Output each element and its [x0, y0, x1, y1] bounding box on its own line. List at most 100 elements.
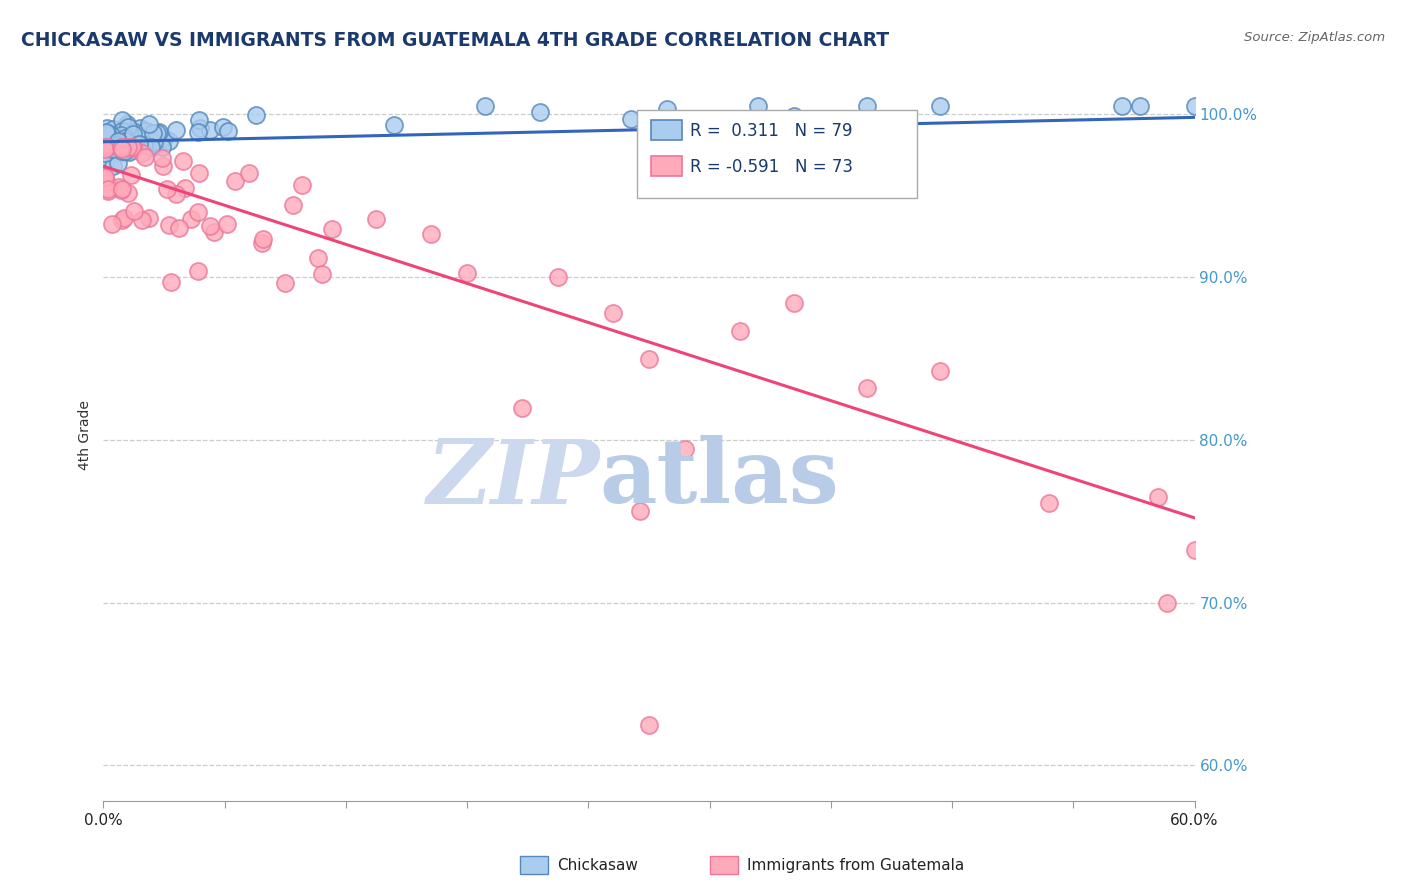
Point: [138, 138, 160, 153]
Point: [187, 205, 209, 219]
Point: [252, 232, 274, 246]
Y-axis label: 4th Grade: 4th Grade: [79, 400, 93, 470]
Point: [143, 135, 166, 149]
Point: [529, 104, 551, 119]
Point: [673, 442, 696, 456]
Text: atlas: atlas: [600, 435, 839, 523]
Point: [117, 139, 139, 153]
Point: [132, 138, 155, 153]
Point: [136, 136, 159, 150]
Point: [157, 218, 180, 232]
Point: [97, 181, 120, 195]
Point: [142, 126, 165, 140]
Point: [114, 144, 136, 158]
Point: [152, 159, 174, 173]
Point: [366, 211, 388, 226]
Text: ZIP: ZIP: [426, 435, 600, 522]
Point: [110, 124, 132, 138]
Point: [620, 112, 643, 126]
Point: [94, 154, 117, 169]
Point: [188, 166, 211, 180]
Point: [112, 211, 135, 226]
Point: [419, 227, 441, 242]
Point: [311, 267, 333, 281]
Point: [100, 128, 122, 142]
Point: [101, 159, 124, 173]
Point: [111, 113, 134, 128]
Point: [510, 401, 533, 415]
Point: [110, 128, 132, 143]
Point: [657, 102, 679, 116]
Text: Source: ZipAtlas.com: Source: ZipAtlas.com: [1244, 31, 1385, 45]
Point: [238, 166, 260, 180]
Point: [122, 138, 145, 153]
Point: [97, 139, 120, 153]
Point: [146, 126, 169, 140]
Point: [105, 139, 128, 153]
Point: [173, 180, 195, 194]
Point: [783, 296, 806, 310]
Point: [101, 121, 124, 136]
Point: [131, 146, 153, 161]
Point: [96, 126, 118, 140]
Point: [110, 182, 132, 196]
Text: CHICKASAW VS IMMIGRANTS FROM GUATEMALA 4TH GRADE CORRELATION CHART: CHICKASAW VS IMMIGRANTS FROM GUATEMALA 4…: [21, 31, 889, 50]
Point: [122, 127, 145, 141]
Point: [94, 142, 117, 156]
Point: [94, 176, 117, 190]
Point: [117, 117, 139, 131]
Point: [122, 136, 145, 151]
Point: [224, 174, 246, 188]
Point: [96, 176, 118, 190]
Point: [856, 381, 879, 395]
Point: [139, 140, 162, 154]
Point: [1038, 496, 1060, 510]
Point: [128, 136, 150, 151]
Point: [101, 217, 124, 231]
Point: [638, 351, 661, 366]
Point: [103, 136, 125, 151]
Point: [783, 109, 806, 123]
Point: [217, 123, 239, 137]
Point: [187, 264, 209, 278]
Point: [111, 144, 134, 158]
Point: [156, 182, 179, 196]
Point: [114, 136, 136, 151]
Point: [110, 139, 132, 153]
Point: [94, 125, 117, 139]
Text: Immigrants from Guatemala: Immigrants from Guatemala: [747, 858, 965, 872]
Point: [456, 266, 478, 280]
Point: [117, 186, 139, 200]
Point: [1156, 595, 1178, 609]
Point: [157, 134, 180, 148]
Point: [96, 120, 118, 135]
Point: [122, 139, 145, 153]
Point: [165, 123, 187, 137]
Point: [97, 184, 120, 198]
Point: [728, 324, 751, 338]
Point: [114, 135, 136, 149]
Point: [474, 99, 496, 113]
Point: [120, 168, 142, 182]
Point: [150, 140, 173, 154]
Point: [111, 143, 134, 157]
Point: [94, 169, 117, 184]
Point: [307, 251, 329, 265]
Point: [172, 153, 194, 168]
Point: [200, 123, 222, 137]
Point: [120, 143, 142, 157]
Point: [198, 219, 221, 234]
Point: [94, 171, 117, 186]
Point: [105, 126, 128, 140]
Point: [382, 118, 405, 132]
Text: Chickasaw: Chickasaw: [557, 858, 638, 872]
Point: [602, 306, 624, 320]
Point: [856, 99, 879, 113]
Point: [165, 186, 187, 201]
Point: [98, 134, 121, 148]
Point: [321, 222, 343, 236]
Point: [104, 145, 127, 159]
Point: [115, 139, 138, 153]
Point: [153, 130, 176, 145]
Point: [131, 213, 153, 227]
